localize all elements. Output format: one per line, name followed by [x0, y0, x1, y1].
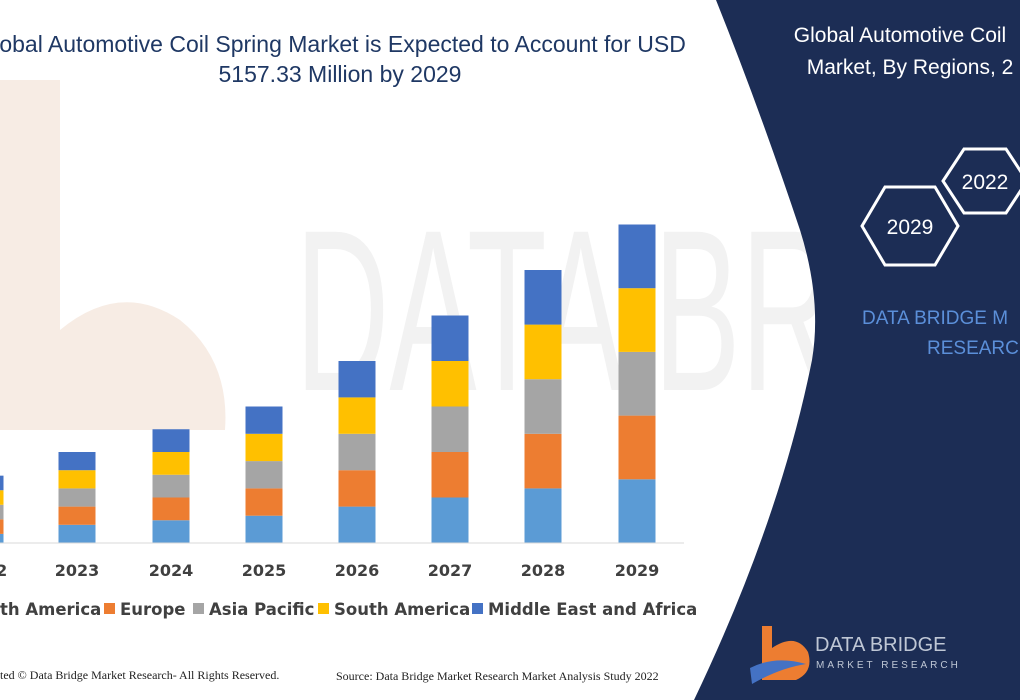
x-tick-label-2025: 2025	[242, 561, 287, 580]
chart-title-line-1: lobal Automotive Coil Spring Market is E…	[0, 31, 686, 57]
hexagon-2029	[860, 185, 960, 267]
bar-europe-2022	[0, 519, 4, 534]
bar-north-america-2026	[338, 506, 376, 543]
side-panel: Global Automotive Coil Market, By Region…	[694, 0, 1020, 700]
bar-north-america-2022	[0, 533, 4, 543]
bar-north-america-2027	[431, 497, 469, 543]
x-axis-ticks: 2022 2023 2024 2025 2026 2027 2028 2029	[0, 561, 659, 580]
bar-south-america-2029	[618, 288, 656, 352]
bar-south-america-2027	[431, 361, 469, 407]
bar-north-america-2025	[245, 515, 283, 543]
bar-middle-east-and-africa-2023	[58, 452, 96, 471]
hexagon-label-2022: 2022	[962, 171, 1009, 194]
bar-north-america-2024	[152, 520, 190, 543]
bar-middle-east-and-africa-2029	[618, 224, 656, 289]
bar-asia-pacific-2026	[338, 433, 376, 471]
bar-middle-east-and-africa-2024	[152, 429, 190, 452]
bar-south-america-2025	[245, 433, 283, 462]
x-tick-label-2029: 2029	[615, 561, 660, 580]
bar-europe-2028	[524, 433, 562, 489]
bar-middle-east-and-africa-2025	[245, 406, 283, 434]
bar-south-america-2023	[58, 470, 96, 489]
copyright-text: ted © Data Bridge Market Research- All R…	[0, 668, 279, 682]
legend-swatch-europe	[104, 603, 115, 614]
x-tick-label-2027: 2027	[428, 561, 473, 580]
chart-title-line-2: 5157.33 Million by 2029	[219, 61, 462, 87]
brand-text-line-1: DATA BRIDGE M	[862, 308, 1008, 329]
x-tick-label-2028: 2028	[521, 561, 566, 580]
legend-swatch-south-america	[318, 603, 329, 614]
panel-title-line-2: Market, By Regions, 2	[807, 56, 1014, 79]
hexagon-2022	[941, 147, 1020, 215]
legend-label-middle-east-africa: Middle East and Africa	[488, 600, 697, 619]
x-tick-label-2026: 2026	[335, 561, 380, 580]
bar-asia-pacific-2028	[524, 379, 562, 434]
bar-europe-2026	[338, 470, 376, 507]
bar-europe-2029	[618, 415, 656, 480]
logo-sub-text: MARKET RESEARCH	[816, 660, 961, 671]
legend: th America Europe Asia Pacific South Ame…	[0, 600, 697, 619]
bar-europe-2024	[152, 497, 190, 521]
bar-asia-pacific-2025	[245, 461, 283, 489]
bar-asia-pacific-2022	[0, 504, 4, 520]
bar-south-america-2022	[0, 490, 4, 505]
side-panel-background	[694, 0, 1020, 700]
panel-title-line-1: Global Automotive Coil	[794, 24, 1006, 47]
watermark-text: DATA BR	[295, 182, 835, 439]
logo-main-text: DATA BRIDGE	[815, 634, 947, 656]
logo-swoosh	[750, 660, 806, 684]
bar-europe-2025	[245, 488, 283, 516]
bar-middle-east-and-africa-2026	[338, 361, 376, 398]
legend-label-asia-pacific: Asia Pacific	[209, 600, 314, 619]
bar-south-america-2024	[152, 452, 190, 475]
watermark-logo-shape	[0, 80, 226, 430]
legend-label-europe: Europe	[120, 600, 186, 619]
x-tick-label-2022: 2022	[0, 561, 7, 580]
bar-north-america-2029	[618, 479, 656, 543]
legend-swatch-middle-east-africa	[472, 603, 483, 614]
bar-middle-east-and-africa-2022	[0, 475, 4, 491]
bar-middle-east-and-africa-2028	[524, 270, 562, 325]
bar-middle-east-and-africa-2027	[431, 315, 469, 361]
watermark: DATA BR	[0, 80, 835, 439]
bar-asia-pacific-2023	[58, 488, 96, 507]
bar-asia-pacific-2029	[618, 351, 656, 416]
x-tick-label-2023: 2023	[55, 561, 100, 580]
bar-europe-2027	[431, 452, 469, 498]
legend-label-south-america: South America	[334, 600, 470, 619]
bar-europe-2023	[58, 506, 96, 525]
logo-icon	[750, 626, 810, 684]
chart-title: lobal Automotive Coil Spring Market is E…	[0, 31, 686, 87]
bar-asia-pacific-2024	[152, 474, 190, 498]
bar-north-america-2028	[524, 488, 562, 543]
bar-asia-pacific-2027	[431, 406, 469, 452]
bar-group	[0, 224, 656, 543]
bar-south-america-2028	[524, 324, 562, 380]
data-bridge-logo: DATA BRIDGE MARKET RESEARCH	[750, 626, 961, 684]
hexagon-label-2029: 2029	[887, 216, 934, 239]
source-text: Source: Data Bridge Market Research Mark…	[336, 669, 659, 683]
bar-south-america-2026	[338, 397, 376, 434]
legend-label-north-america: th America	[0, 600, 101, 619]
bar-north-america-2023	[58, 524, 96, 543]
x-tick-label-2024: 2024	[149, 561, 194, 580]
brand-text-line-2: RESEARC	[927, 338, 1019, 359]
legend-swatch-asia-pacific	[193, 603, 204, 614]
